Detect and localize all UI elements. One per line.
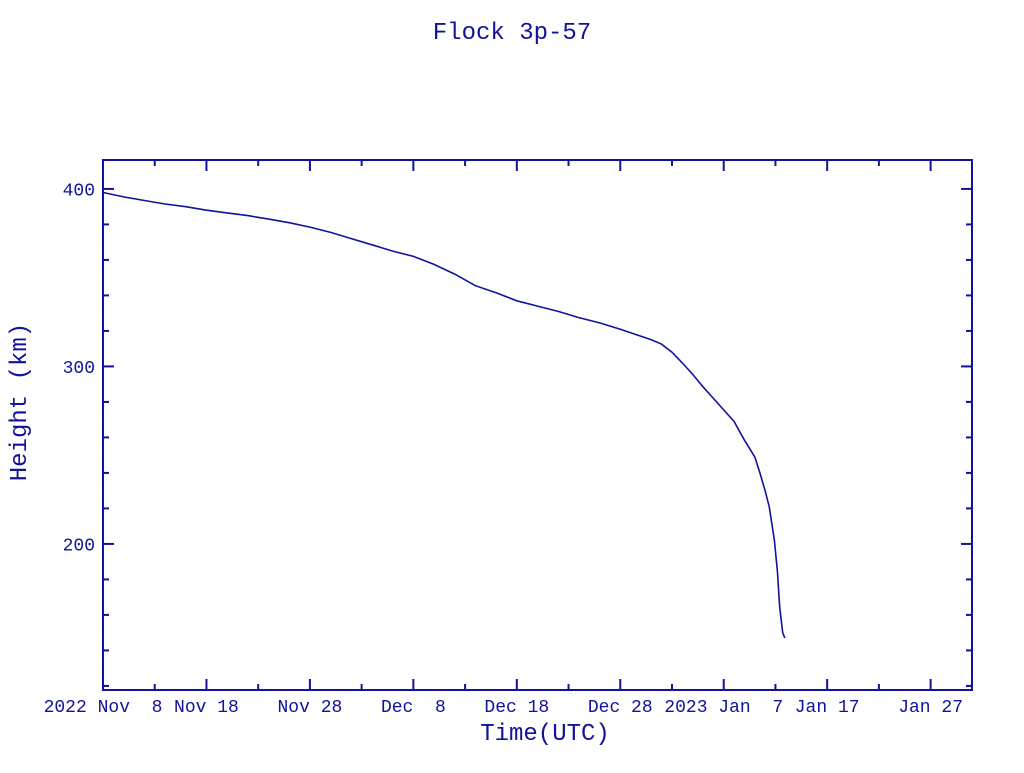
plot-frame: [102, 159, 973, 691]
x-tick-label: Jan 27: [898, 698, 963, 718]
x-tick-label: Dec 8: [381, 698, 446, 718]
x-tick-label: Nov 18: [174, 698, 239, 718]
height-curve: [102, 191, 786, 639]
y-axis-label: Height (km): [7, 323, 34, 481]
y-tick-label: 200: [63, 536, 95, 556]
y-tick-label: 300: [63, 359, 95, 379]
chart-title: Flock 3p-57: [433, 20, 591, 47]
x-tick-label: 2022 Nov 8: [44, 698, 163, 718]
x-tick-label: 2023 Jan 7: [664, 698, 783, 718]
x-tick-label: Dec 28: [588, 698, 653, 718]
y-tick-labels: 200 300 400: [63, 181, 95, 556]
x-tick-label: Jan 17: [795, 698, 860, 718]
x-tick-label: Nov 28: [277, 698, 342, 718]
x-tick-labels: 2022 Nov 8 Nov 18 Nov 28 Dec 8 Dec 18 Dec 28 2…: [44, 698, 963, 718]
x-tick-label: Dec 18: [484, 698, 549, 718]
x-axis-label: Time(UTC): [480, 721, 610, 748]
axis-ticks: [102, 160, 972, 690]
y-tick-label: 400: [63, 181, 95, 201]
